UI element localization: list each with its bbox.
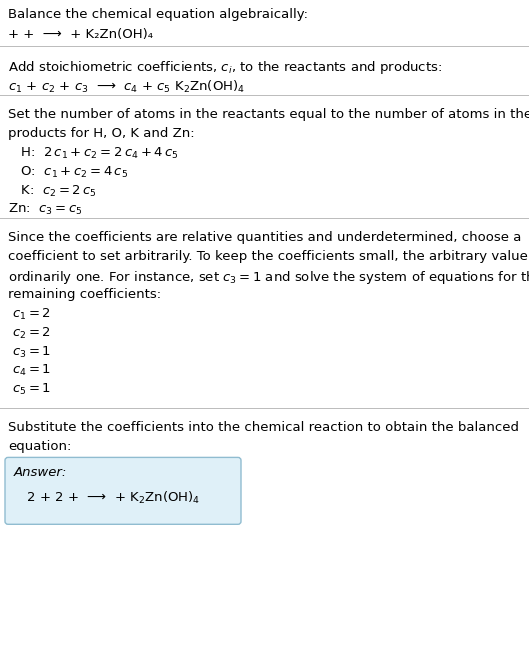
FancyBboxPatch shape [5,457,241,524]
Text: Set the number of atoms in the reactants equal to the number of atoms in the: Set the number of atoms in the reactants… [8,108,529,121]
Text: Since the coefficients are relative quantities and underdetermined, choose a: Since the coefficients are relative quan… [8,231,522,245]
Text: H:  $2\,c_1 + c_2 = 2\,c_4 + 4\,c_5$: H: $2\,c_1 + c_2 = 2\,c_4 + 4\,c_5$ [12,146,179,161]
Text: $c_2 = 2$: $c_2 = 2$ [12,325,51,341]
Text: $c_3 = 1$: $c_3 = 1$ [12,344,51,360]
Text: Balance the chemical equation algebraically:: Balance the chemical equation algebraica… [8,8,308,21]
Text: + +  ⟶  + K₂Zn(OH)₄: + + ⟶ + K₂Zn(OH)₄ [8,28,153,41]
Text: remaining coefficients:: remaining coefficients: [8,288,161,301]
Text: ordinarily one. For instance, set $c_3 = 1$ and solve the system of equations fo: ordinarily one. For instance, set $c_3 =… [8,269,529,286]
Text: $c_1 = 2$: $c_1 = 2$ [12,307,51,322]
Text: $c_4 = 1$: $c_4 = 1$ [12,363,51,378]
Text: Add stoichiometric coefficients, $c_i$, to the reactants and products:: Add stoichiometric coefficients, $c_i$, … [8,59,442,76]
Text: equation:: equation: [8,440,71,453]
Text: $2$ + $2$ +  ⟶  + K$_2$Zn(OH)$_4$: $2$ + $2$ + ⟶ + K$_2$Zn(OH)$_4$ [14,489,200,505]
Text: Zn:  $c_3 = c_5$: Zn: $c_3 = c_5$ [8,203,83,217]
Text: $c_1$ + $c_2$ + $c_3$  ⟶  $c_4$ + $c_5$ K$_2$Zn(OH)$_4$: $c_1$ + $c_2$ + $c_3$ ⟶ $c_4$ + $c_5$ K$… [8,79,245,95]
Text: Substitute the coefficients into the chemical reaction to obtain the balanced: Substitute the coefficients into the che… [8,421,519,434]
Text: $c_5 = 1$: $c_5 = 1$ [12,382,51,397]
Text: O:  $c_1 + c_2 = 4\,c_5$: O: $c_1 + c_2 = 4\,c_5$ [12,164,128,180]
Text: products for H, O, K and Zn:: products for H, O, K and Zn: [8,127,195,140]
Text: Answer:: Answer: [14,466,67,479]
Text: coefficient to set arbitrarily. To keep the coefficients small, the arbitrary va: coefficient to set arbitrarily. To keep … [8,250,529,263]
Text: K:  $c_2 = 2\,c_5$: K: $c_2 = 2\,c_5$ [12,184,97,199]
